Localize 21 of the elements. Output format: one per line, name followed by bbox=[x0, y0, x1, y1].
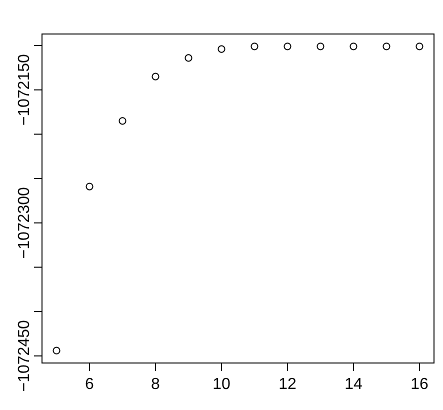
y-tick-label: −1072300 bbox=[16, 186, 33, 259]
point bbox=[350, 42, 358, 50]
x-tick-label: 12 bbox=[278, 376, 296, 393]
point bbox=[152, 72, 160, 80]
point bbox=[250, 42, 258, 50]
x-tick-label: 16 bbox=[410, 376, 428, 393]
point bbox=[218, 45, 226, 53]
x-tick-label: 8 bbox=[151, 376, 160, 393]
point bbox=[382, 42, 390, 50]
y-tick-label: −1072450 bbox=[16, 320, 33, 392]
point bbox=[416, 42, 424, 50]
y-tick-label: −1072150 bbox=[16, 54, 33, 126]
point bbox=[118, 117, 126, 125]
x-tick-label: 6 bbox=[85, 376, 94, 393]
point bbox=[86, 182, 94, 190]
x-tick-label: 14 bbox=[344, 376, 362, 393]
point bbox=[284, 42, 292, 50]
point bbox=[184, 54, 192, 62]
point bbox=[52, 346, 60, 354]
point bbox=[316, 42, 324, 50]
x-tick-label: 10 bbox=[212, 376, 230, 393]
